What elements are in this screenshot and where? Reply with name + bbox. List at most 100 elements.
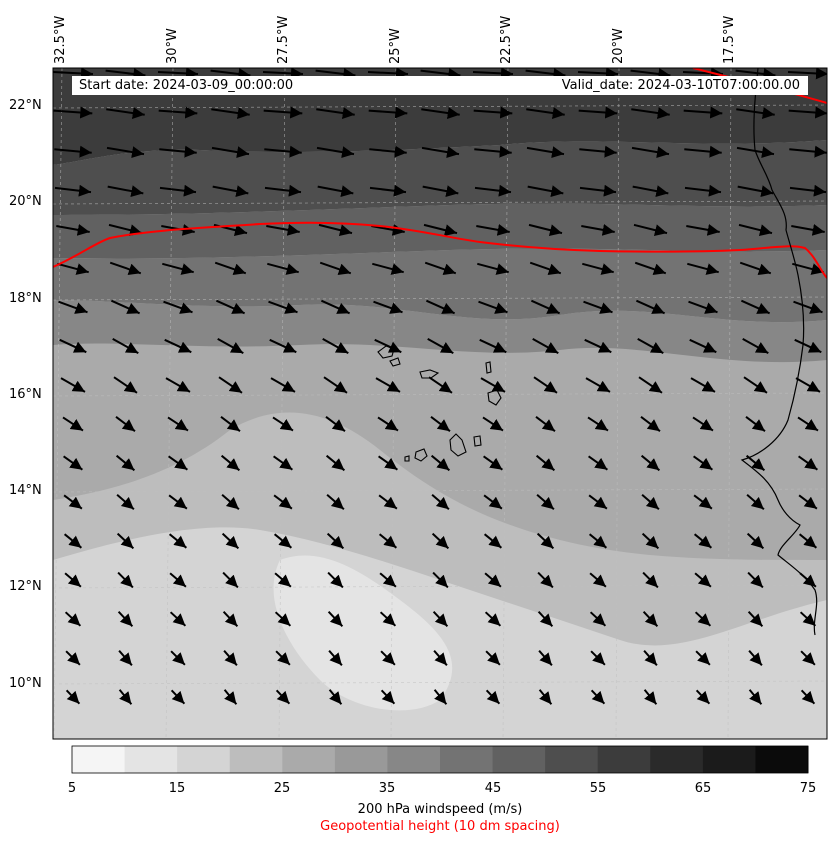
wind-arrow	[527, 185, 564, 198]
wind-arrow	[483, 533, 503, 549]
colorbar-cell	[229, 746, 283, 773]
wind-arrow	[379, 572, 397, 588]
wind-arrow	[64, 572, 82, 588]
wind-arrow	[421, 146, 460, 159]
wind-arrow	[688, 300, 718, 314]
wind-arrow	[423, 223, 458, 237]
wind-arrow	[525, 68, 566, 80]
wind-arrow	[683, 106, 723, 119]
wind-arrow	[167, 416, 189, 432]
wind-arrow	[788, 106, 827, 119]
windspeed-band-midgray	[53, 203, 827, 259]
wind-arrow	[322, 338, 349, 354]
wind-arrow	[267, 262, 299, 275]
lon-label-20w: 20°W	[611, 28, 626, 64]
wind-arrow	[118, 650, 133, 666]
colorbar-cell	[334, 746, 388, 773]
lat-label-20n: 20°N	[9, 194, 42, 209]
wind-arrow	[537, 571, 554, 589]
wind-arrow	[375, 377, 401, 393]
wind-arrow	[473, 106, 513, 119]
wind-arrow	[108, 223, 143, 237]
wind-arrow	[588, 455, 608, 471]
wind-arrow	[113, 376, 138, 394]
wind-arrow	[53, 68, 94, 80]
wind-arrow	[165, 377, 191, 393]
colorbar-label: 200 hPa windspeed (m/s)	[357, 802, 523, 817]
colorbar-cell	[177, 746, 231, 773]
wind-arrow	[212, 185, 249, 198]
wind-arrow	[65, 689, 81, 705]
wind-arrow	[791, 223, 825, 236]
wind-arrow	[211, 146, 250, 159]
wind-arrow	[323, 376, 348, 394]
wind-arrow	[325, 454, 346, 472]
wind-arrow	[325, 416, 346, 432]
wind-arrow	[371, 223, 405, 236]
wind-arrow	[482, 416, 504, 432]
wind-arrow	[266, 223, 300, 236]
wind-arrow	[693, 494, 713, 510]
wind-arrow	[164, 338, 192, 354]
west-africa-coastline	[740, 68, 818, 636]
wind-arrow	[632, 185, 669, 198]
wind-arrow	[432, 611, 449, 627]
wind-arrow	[170, 689, 186, 705]
colorbar-cell	[545, 746, 599, 773]
wind-arrow	[642, 611, 659, 627]
wind-arrow	[158, 106, 198, 119]
lat-label-22n: 22°N	[9, 98, 42, 113]
wind-arrow	[379, 611, 397, 627]
colorbar-tick-15: 15	[168, 781, 186, 796]
wind-arrow	[56, 223, 90, 236]
wind-arrow	[643, 650, 658, 666]
wind-arrow	[377, 416, 399, 432]
lon-label-22-5w: 22.5°W	[499, 15, 514, 64]
wind-arrow	[162, 262, 194, 275]
wind-arrow	[529, 261, 562, 276]
wind-arrow	[474, 145, 512, 158]
lon-label-25w: 25°W	[388, 28, 403, 64]
lat-label-18n: 18°N	[9, 291, 42, 306]
wind-arrow	[217, 338, 244, 354]
wind-arrow	[57, 262, 89, 275]
wind-arrow	[369, 184, 407, 197]
wind-arrow	[220, 454, 241, 472]
wind-arrow	[789, 184, 827, 197]
wind-arrow	[263, 106, 303, 119]
wind-arrow	[485, 689, 501, 705]
wind-arrow	[64, 611, 82, 627]
wind-arrow	[420, 68, 461, 80]
wind-arrow	[378, 533, 398, 549]
wind-arrow	[484, 572, 502, 588]
wind-arrow	[640, 416, 661, 432]
wind-arrow	[378, 494, 398, 510]
wind-arrow	[380, 689, 396, 705]
wind-arrow	[168, 494, 188, 510]
wind-arrow	[424, 261, 457, 276]
wind-arrow	[745, 454, 766, 472]
wind-arrow	[581, 223, 615, 236]
wind-arrow	[326, 532, 345, 550]
wind-arrow	[316, 146, 355, 159]
wind-arrow	[117, 571, 134, 589]
wind-arrow	[478, 300, 508, 314]
wind-arrow	[428, 376, 453, 394]
wind-arrow	[170, 650, 186, 666]
wind-arrow	[116, 532, 135, 550]
wind-arrow	[798, 533, 818, 549]
graticule	[53, 68, 827, 739]
wind-arrow	[272, 416, 294, 432]
wind-arrow	[211, 107, 250, 120]
wind-arrow	[270, 377, 296, 393]
wind-arrow	[215, 299, 246, 315]
wind-arrow	[742, 338, 769, 354]
wind-arrow	[748, 650, 763, 666]
colorbar-cell	[72, 746, 126, 773]
wind-arrow	[422, 185, 459, 198]
wind-arrow	[275, 689, 291, 705]
wind-arrow	[800, 650, 816, 666]
wind-arrow	[582, 262, 614, 275]
wind-arrow	[535, 454, 556, 472]
wind-arrow	[476, 223, 510, 236]
